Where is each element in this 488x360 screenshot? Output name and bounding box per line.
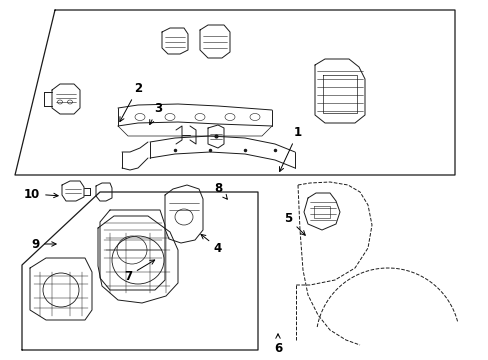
Text: 10: 10 (24, 188, 58, 201)
Text: 4: 4 (201, 234, 222, 255)
Text: 1: 1 (279, 126, 302, 171)
Text: 9: 9 (31, 238, 56, 251)
Text: 5: 5 (284, 211, 305, 235)
Text: 7: 7 (123, 260, 154, 283)
Text: 3: 3 (149, 102, 162, 125)
Text: 8: 8 (213, 181, 227, 199)
Text: 2: 2 (120, 81, 142, 122)
Text: 6: 6 (273, 334, 282, 355)
